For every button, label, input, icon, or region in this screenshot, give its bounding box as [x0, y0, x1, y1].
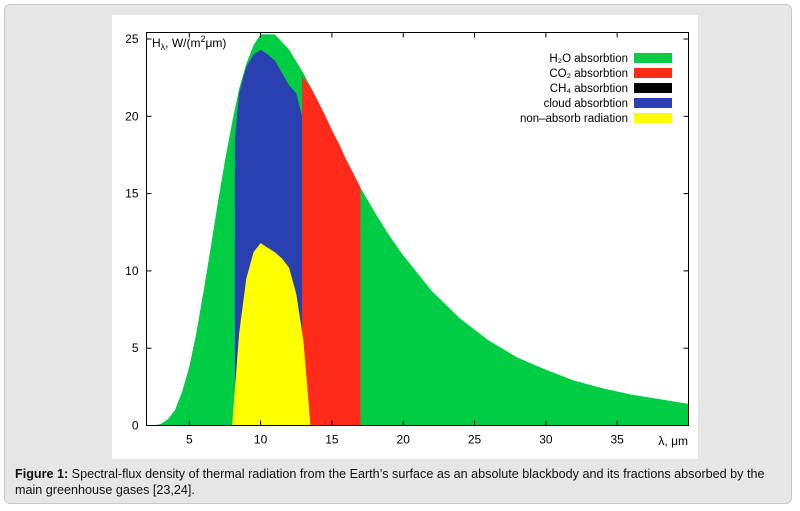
legend-label-cloud-absorbtion: cloud absorbtion: [544, 98, 628, 110]
x-tick-label: 35: [611, 433, 625, 447]
caption-text: Spectral-flux density of thermal radiati…: [15, 467, 765, 497]
y-tick-label: 5: [132, 341, 139, 355]
y-tick-label: 15: [125, 187, 139, 201]
legend-swatch-h2o-absorbtion: [634, 53, 672, 63]
spectral-flux-chart: 5 10 15 20 25 30 35 0 5 10 15 20 25 Hλ, W/(m2μm) λ, …: [125, 32, 689, 448]
plot-frame: [146, 32, 689, 426]
svg-text:Hλ, W/(m2μm): Hλ, W/(m2μm): [152, 34, 226, 52]
x-tick-label: 5: [186, 433, 193, 447]
x-tick-label: 10: [254, 433, 268, 447]
legend-label-ch4-absorbtion: CH₄ absorbtion: [550, 83, 628, 95]
x-tick-label: 15: [325, 433, 339, 447]
x-tick-label: 30: [539, 433, 553, 447]
figure-caption: Figure 1: Spectral-flux density of therm…: [15, 466, 783, 498]
area-layer: [153, 34, 689, 426]
y-axis-label-main: H: [152, 36, 161, 50]
y-tick-label: 20: [125, 109, 139, 123]
y-tick-label: 0: [132, 419, 139, 433]
axes-layer: 5 10 15 20 25 30 35 0 5 10 15 20 25: [125, 32, 689, 447]
legend-swatch-cloud-absorbtion: [634, 98, 672, 108]
caption-label: Figure 1:: [15, 467, 69, 481]
legend: H₂O absorbtion CO₂ absorbtion CH₄ absorbti…: [520, 53, 672, 125]
y-axis-label-superscript: 2: [201, 34, 206, 44]
plot-panel: 5 10 15 20 25 30 35 0 5 10 15 20 25 Hλ, W/(m2μm) λ, …: [112, 15, 698, 459]
legend-swatch-ch4-absorbtion: [634, 83, 672, 93]
y-axis-label: Hλ, W/(m2μm): [152, 34, 226, 52]
x-tick-label: 25: [468, 433, 482, 447]
x-tick-label: 20: [397, 433, 411, 447]
series-area-co2-absorbtion: [302, 76, 361, 426]
legend-label-h2o-absorbtion: H₂O absorbtion: [549, 53, 628, 65]
series-area-non-absorb-radiation: [232, 243, 311, 426]
y-axis-label-unit-end: μm): [206, 36, 227, 50]
x-axis-label: λ, μm: [658, 434, 688, 448]
legend-label-co2-absorbtion: CO₂ absorbtion: [549, 68, 628, 80]
legend-swatch-co2-absorbtion: [634, 68, 672, 78]
y-axis-label-subscript: λ: [161, 42, 166, 52]
figure-frame: 5 10 15 20 25 30 35 0 5 10 15 20 25 Hλ, W/(m2μm) λ, …: [4, 4, 792, 504]
y-tick-label: 10: [125, 264, 139, 278]
legend-swatch-non-absorb-radiation: [634, 113, 672, 123]
y-tick-label: 25: [125, 32, 139, 46]
legend-label-non-absorb-radiation: non–absorb radiation: [520, 113, 628, 125]
y-axis-label-unit: , W/(m: [165, 36, 200, 50]
